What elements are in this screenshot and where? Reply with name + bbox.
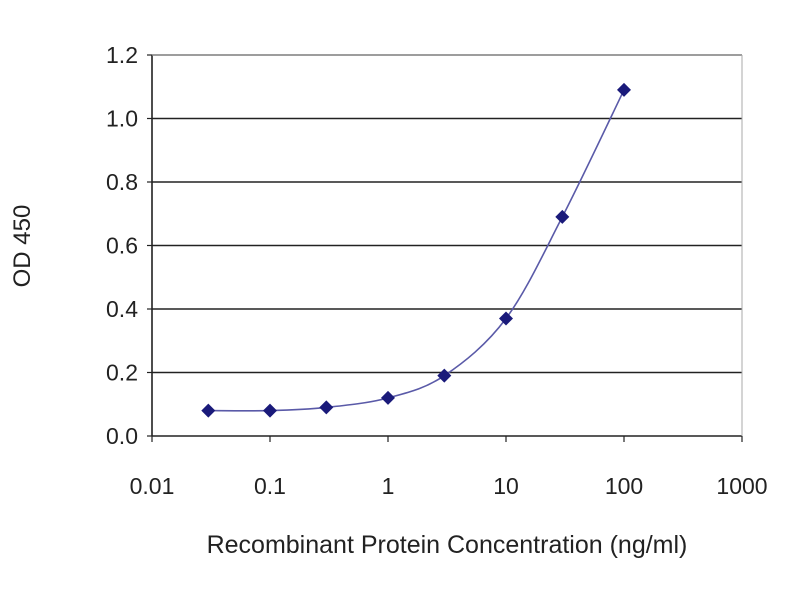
y-axis-label: OD 450 (9, 205, 36, 288)
data-point (499, 311, 513, 326)
y-tick-label: 0.6 (106, 233, 138, 259)
data-point (617, 82, 631, 97)
data-point (201, 403, 216, 418)
x-tick-label: 1 (382, 473, 395, 499)
y-tick-label: 0.4 (106, 296, 138, 322)
y-tick-label: 0.8 (106, 169, 138, 195)
x-tick-label: 10 (493, 473, 519, 499)
data-point (555, 209, 570, 224)
series-line (208, 89, 625, 412)
x-tick-label: 1000 (716, 473, 767, 499)
gridlines (152, 54, 742, 374)
x-tick-label: 0.1 (254, 473, 286, 499)
y-tick-labels: 0.0 0.2 0.4 0.6 0.8 1.0 1.2 (106, 42, 138, 449)
x-tick-labels: 0.01 0.1 1 10 100 1000 (130, 473, 768, 499)
y-tick-label: 0.2 (106, 360, 138, 386)
series (201, 82, 631, 418)
x-tick-label: 100 (605, 473, 643, 499)
data-point (319, 400, 334, 415)
y-tick-label: 1.0 (106, 106, 138, 132)
data-point (263, 403, 277, 418)
x-axis-label: Recombinant Protein Concentration (ng/ml… (207, 531, 688, 559)
y-tick-label: 0.0 (106, 423, 138, 449)
data-point (381, 390, 395, 405)
axes (147, 54, 743, 442)
x-tick-label: 0.01 (130, 473, 175, 499)
y-tick-label: 1.2 (106, 42, 138, 68)
data-point (437, 368, 452, 383)
